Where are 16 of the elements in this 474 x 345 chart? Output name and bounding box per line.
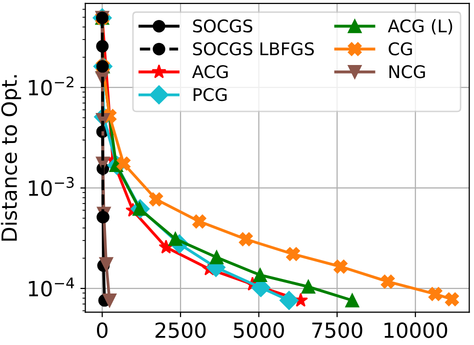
y-axis-title: Distance to Opt. [0,75,22,241]
legend-label: ACG [192,65,228,78]
x-tick-label: 2500 [156,322,206,338]
y-tick-label: 10$^{−4}$ [28,278,74,297]
x-tick-label: 5000 [234,322,284,338]
legend-label: PCG [194,88,227,102]
y-tick-label: 10$^{−2}$ [28,76,74,96]
legend-label: ACG (L) [388,19,452,35]
legend-label: NCG [389,65,425,78]
legend-label: SOCGS [193,19,252,33]
y-tick-label: 10$^{−3}$ [28,176,74,196]
x-tick-label: 7500 [312,322,362,338]
legend-label: SOCGS LBFGS [193,42,314,56]
x-tick-label: 10000 [384,322,448,338]
x-tick-label: 0 [96,322,108,338]
legend-label: CG [388,42,412,56]
